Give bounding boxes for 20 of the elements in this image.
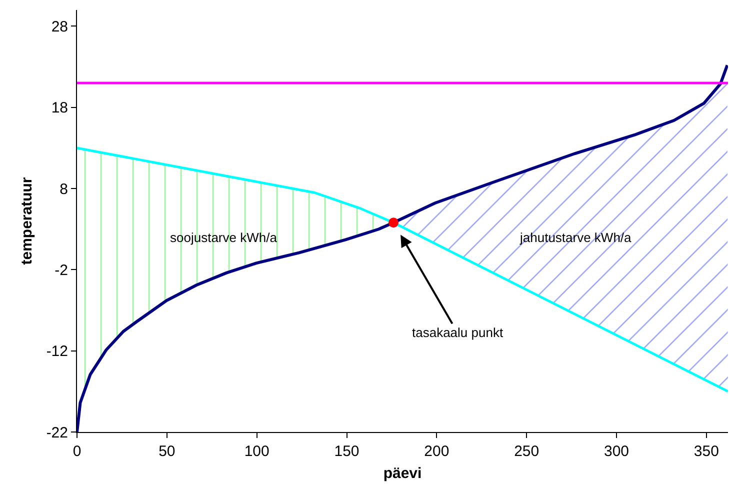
x-tick-label: 300 (604, 443, 630, 460)
x-tick-label: 50 (158, 443, 176, 460)
y-tick-label: -22 (46, 424, 68, 442)
y-tick-label: -12 (46, 343, 68, 360)
y-tick-label: 28 (51, 18, 68, 36)
y-tick-label: 8 (60, 180, 68, 198)
x-tick-label: 150 (334, 443, 360, 460)
x-axis-title: päevi (383, 465, 422, 482)
y-tick-label: 18 (51, 100, 68, 117)
y-axis-title: temperatuur (18, 177, 36, 265)
annotation: jahutustarve kWh/a (519, 230, 632, 245)
y-tick-label: -2 (54, 262, 68, 279)
annotation: tasakaalu punkt (412, 325, 504, 340)
annotation: soojustarve kWh/a (170, 230, 278, 245)
x-tick-label: 200 (424, 443, 450, 460)
x-tick-label: 0 (72, 443, 82, 460)
x-tick-label: 100 (244, 443, 270, 460)
line-series (77, 146, 728, 393)
x-tick-label: 350 (694, 443, 719, 460)
x-tick-label: 250 (514, 443, 540, 460)
